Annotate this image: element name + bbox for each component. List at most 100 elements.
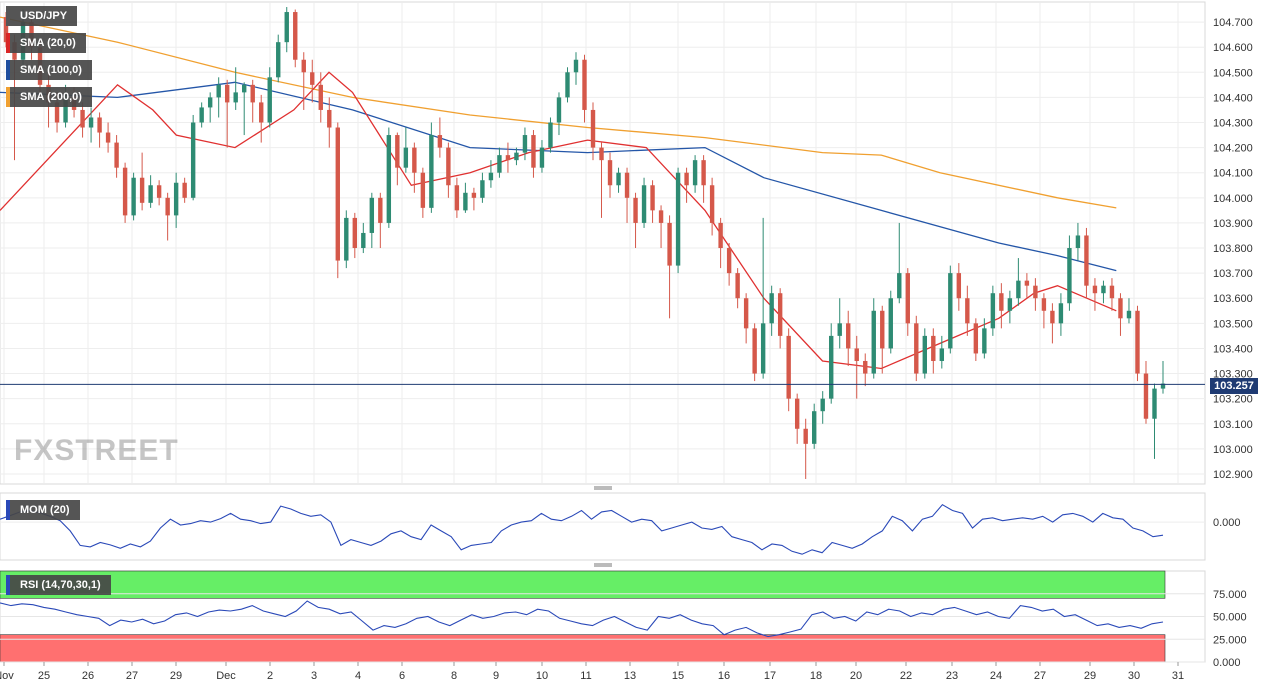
- candle: [701, 155, 706, 203]
- legend-sma200-label: SMA (200,0): [20, 91, 82, 103]
- candle-body: [880, 310, 885, 349]
- legend-sma200[interactable]: SMA (200,0): [6, 87, 92, 107]
- candle-body: [80, 109, 85, 128]
- candle-body: [301, 59, 306, 73]
- candle: [999, 283, 1004, 329]
- candle-body: [641, 185, 647, 223]
- candle: [837, 298, 842, 349]
- candle-body: [1092, 285, 1098, 294]
- candle: [207, 92, 213, 123]
- x-tick-label: 18: [810, 670, 822, 682]
- candle: [156, 180, 162, 206]
- candle: [327, 97, 332, 148]
- candle: [454, 177, 460, 218]
- panel-resize-handle[interactable]: [594, 563, 612, 567]
- candle: [1075, 222, 1081, 261]
- candle: [505, 142, 511, 173]
- candle-body: [675, 172, 681, 266]
- candle-body: [420, 172, 426, 208]
- candle-body: [1075, 235, 1081, 249]
- y-tick-label: 104.300: [1213, 118, 1253, 130]
- legend-rsi[interactable]: RSI (14,70,30,1): [6, 575, 111, 595]
- candle-body: [250, 84, 255, 103]
- candle: [514, 147, 519, 166]
- candle-body: [224, 84, 230, 103]
- candle-body: [718, 222, 723, 249]
- sma100-line: [0, 81, 1117, 272]
- legend-sma100[interactable]: SMA (100,0): [6, 60, 92, 80]
- x-tick-label: 17: [764, 670, 776, 682]
- candle: [735, 268, 740, 309]
- sma200-line: [0, 16, 1117, 209]
- x-tick-label: 29: [170, 670, 182, 682]
- candle: [931, 328, 936, 374]
- panel-separators[interactable]: [594, 486, 612, 567]
- candle: [1092, 278, 1098, 311]
- candle: [650, 180, 655, 223]
- candle: [480, 172, 485, 203]
- candle-body: [216, 84, 221, 98]
- panel-resize-handle[interactable]: [594, 486, 612, 490]
- candle-body: [1143, 373, 1149, 419]
- candle-body: [1067, 248, 1072, 304]
- rsi-tick-label: 50.000: [1213, 612, 1247, 624]
- candle: [1143, 360, 1149, 424]
- candle-body: [446, 147, 451, 186]
- candle: [854, 335, 859, 399]
- candle: [922, 328, 927, 379]
- candle: [165, 192, 170, 241]
- rsi-tick-label: 25.000: [1213, 634, 1247, 646]
- y-tick-label: 104.100: [1213, 168, 1253, 180]
- candle-body: [190, 122, 196, 198]
- legend-mom-label: MOM (20): [20, 504, 70, 516]
- legend-mom[interactable]: MOM (20): [6, 500, 80, 520]
- candle: [539, 140, 545, 173]
- candle-body: [1118, 298, 1123, 319]
- candle-body: [786, 335, 791, 399]
- candle-body: [948, 273, 953, 349]
- candle: [590, 102, 596, 161]
- candle-body: [922, 335, 927, 374]
- x-tick-label: 3: [311, 670, 317, 682]
- candle: [846, 310, 851, 367]
- candle: [1126, 298, 1132, 324]
- y-tick-label: 104.200: [1213, 143, 1253, 155]
- x-axis: Nov25262729Dec23468910111315161718202223…: [0, 662, 1184, 682]
- candle: [122, 162, 128, 223]
- candle: [1016, 258, 1021, 306]
- candle-body: [794, 398, 800, 429]
- candle: [1067, 235, 1072, 311]
- candle-body: [692, 160, 698, 186]
- candle-body: [539, 147, 545, 168]
- candle-body: [573, 59, 579, 73]
- legend-pair[interactable]: USD/JPY: [6, 6, 78, 26]
- candle-body: [122, 167, 128, 216]
- candle-body: [403, 147, 409, 168]
- candle: [497, 147, 502, 178]
- x-tick-label: 9: [493, 670, 499, 682]
- candle-body: [709, 185, 715, 223]
- momentum-panel: 0.000: [0, 492, 1241, 561]
- candle: [1033, 278, 1038, 311]
- rsi-panel: 0.000 25.000 50.000 75.000: [0, 570, 1247, 669]
- candle-body: [667, 222, 672, 266]
- candle-body: [684, 172, 689, 186]
- x-tick-label: 27: [126, 670, 138, 682]
- main-plot-bg: [0, 1, 1206, 485]
- candle-body: [480, 180, 485, 198]
- candle-body: [267, 77, 272, 123]
- rsi-line: [0, 600, 1164, 638]
- legend-sma20[interactable]: SMA (20,0): [6, 33, 86, 53]
- candle-body: [352, 217, 358, 249]
- candle-body: [207, 97, 213, 108]
- candle: [897, 222, 902, 304]
- candle-body: [888, 298, 893, 349]
- candle-body: [173, 182, 179, 216]
- candle-body: [148, 185, 153, 203]
- candle: [531, 130, 536, 178]
- candle: [582, 54, 587, 123]
- candle: [378, 192, 383, 249]
- candle: [769, 285, 774, 336]
- candle: [403, 127, 409, 173]
- candle: [1024, 273, 1030, 299]
